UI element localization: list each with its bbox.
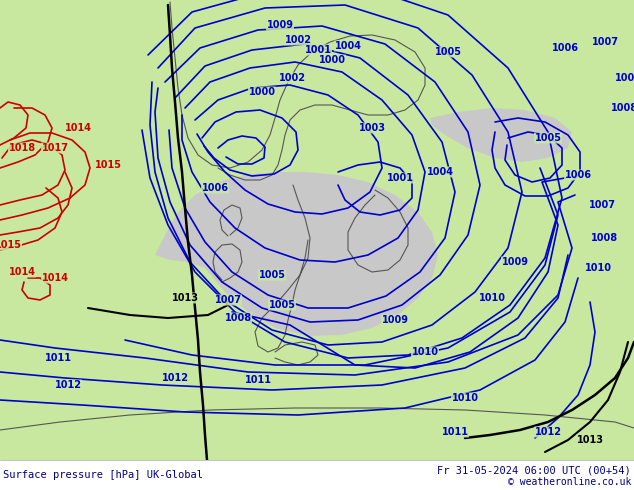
Polygon shape: [155, 172, 438, 336]
Text: 1001: 1001: [387, 173, 413, 183]
Text: 1011: 1011: [245, 375, 271, 385]
Text: 1010: 1010: [585, 263, 612, 273]
Polygon shape: [430, 108, 572, 162]
Polygon shape: [348, 205, 415, 272]
Text: 1015: 1015: [94, 160, 122, 170]
Text: 1010: 1010: [411, 347, 439, 357]
Text: 1018: 1018: [8, 143, 36, 153]
Text: 1003: 1003: [358, 123, 385, 133]
Text: 1017: 1017: [41, 143, 68, 153]
Text: 1008: 1008: [592, 233, 619, 243]
Text: Surface pressure [hPa] UK-Global: Surface pressure [hPa] UK-Global: [3, 470, 203, 480]
Text: 1005: 1005: [259, 270, 285, 280]
Text: 1007: 1007: [214, 295, 242, 305]
Text: 1005: 1005: [434, 47, 462, 57]
Text: © weatheronline.co.uk: © weatheronline.co.uk: [508, 477, 631, 487]
Text: 1002: 1002: [285, 35, 311, 45]
Bar: [0, 460, 634, 490]
Text: 1012: 1012: [162, 373, 188, 383]
Text: 1012: 1012: [55, 380, 82, 390]
Text: 1014: 1014: [8, 267, 36, 277]
Text: 1011: 1011: [441, 427, 469, 437]
Text: 1010: 1010: [451, 393, 479, 403]
Text: 1010: 1010: [479, 293, 505, 303]
Text: 1009: 1009: [266, 20, 294, 30]
Text: 1014: 1014: [65, 123, 91, 133]
Text: 1008: 1008: [611, 103, 634, 113]
Text: 1007: 1007: [588, 200, 616, 210]
Text: 1007: 1007: [592, 37, 619, 47]
Text: 1011: 1011: [44, 353, 72, 363]
Text: 1004: 1004: [335, 41, 361, 51]
Text: Fr 31-05-2024 06:00 UTC (00+54): Fr 31-05-2024 06:00 UTC (00+54): [437, 465, 631, 475]
Text: 1000: 1000: [249, 87, 276, 97]
Text: 1002: 1002: [278, 73, 306, 83]
Text: 1008: 1008: [614, 73, 634, 83]
Text: 1001: 1001: [304, 45, 332, 55]
Text: 1004: 1004: [427, 167, 453, 177]
Polygon shape: [0, 402, 634, 490]
Text: 1009: 1009: [382, 315, 408, 325]
Text: 1012: 1012: [534, 427, 562, 437]
Text: 1015: 1015: [0, 240, 22, 250]
Text: 1014: 1014: [41, 273, 68, 283]
Polygon shape: [280, 178, 340, 248]
Text: 1006: 1006: [564, 170, 592, 180]
Text: 1013: 1013: [172, 293, 198, 303]
Text: 1013: 1013: [576, 435, 604, 445]
Text: 1005: 1005: [269, 300, 295, 310]
Text: 1005: 1005: [534, 133, 562, 143]
Text: 1000: 1000: [318, 55, 346, 65]
Text: 1008: 1008: [224, 313, 252, 323]
Text: 1006: 1006: [552, 43, 578, 53]
Text: 1009: 1009: [501, 257, 529, 267]
Text: 1006: 1006: [202, 183, 228, 193]
